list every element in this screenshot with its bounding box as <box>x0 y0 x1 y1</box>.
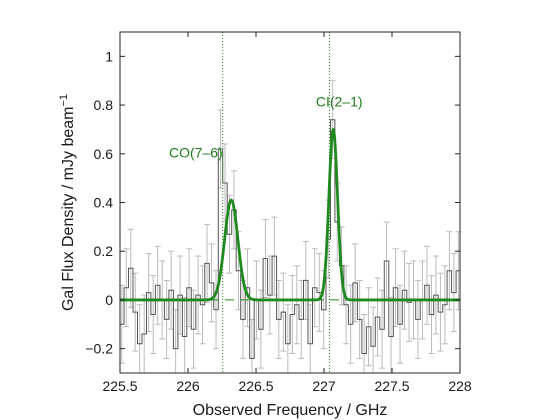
y-tick-label: 0.2 <box>94 243 114 259</box>
x-tick-label: 225.5 <box>102 378 137 394</box>
line-annotation: CO(7–6) <box>169 144 223 160</box>
x-tick-label: 227.5 <box>374 378 409 394</box>
line-annotation: CI(2–1) <box>316 93 363 109</box>
y-tick-label: 0.4 <box>94 195 114 211</box>
gaussian-fit-line <box>119 128 461 302</box>
y-tick-label: 1 <box>105 48 113 64</box>
y-axis-title: Gal Flux Density / mJy beam−1 <box>58 94 77 311</box>
spectrum-histogram <box>120 119 460 359</box>
x-tick-label: 226 <box>176 378 200 394</box>
x-tick-label: 228 <box>448 378 472 394</box>
marker-lines-layer <box>222 32 330 373</box>
y-tick-label: 0.8 <box>94 97 114 113</box>
x-tick-label: 226.5 <box>238 378 273 394</box>
ticks-layer: 225.5 226 226.5 227 227.5 228 −0.2 0 0.2 0.4 0.6 0.… <box>85 32 472 394</box>
x-tick-label: 227 <box>312 378 336 394</box>
annotations-layer: CO(7–6) CI(2–1) <box>169 93 363 160</box>
x-axis-title: Observed Frequency / GHz <box>193 402 388 419</box>
y-tick-label: −0.2 <box>85 341 113 357</box>
y-tick-label: 0.6 <box>94 146 114 162</box>
y-axis-title-main: Gal Flux Density / mJy beam <box>60 107 77 312</box>
y-tick-label: 0 <box>105 292 113 308</box>
y-axis-title-superscript: −1 <box>58 94 70 107</box>
